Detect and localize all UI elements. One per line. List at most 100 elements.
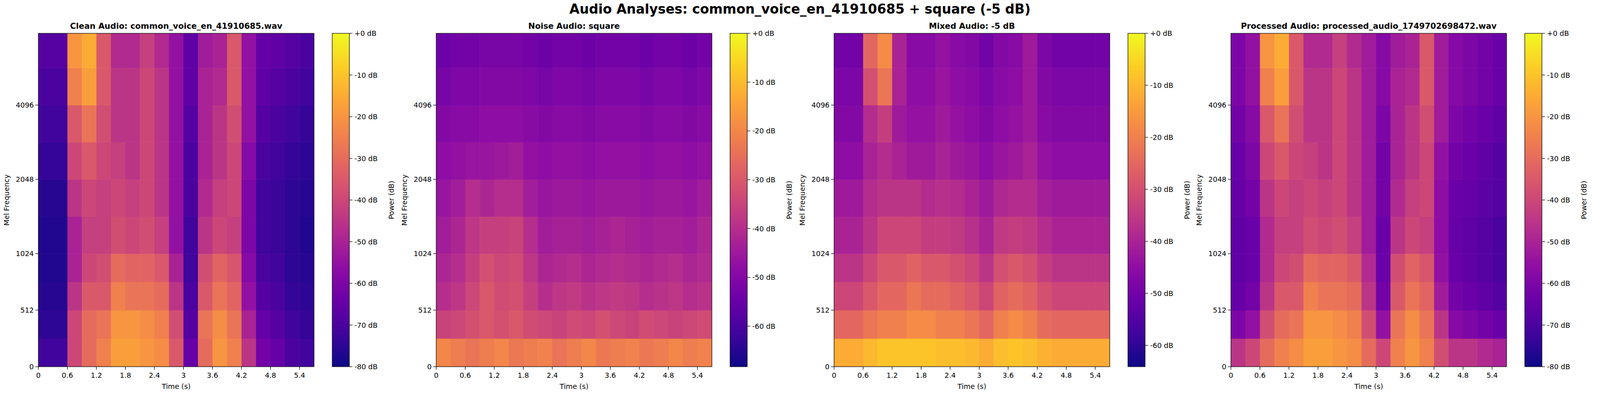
cell [125, 253, 140, 282]
y-tick-label: 0 [427, 362, 432, 371]
cell [639, 67, 654, 106]
cell [1288, 310, 1304, 339]
cell [1477, 105, 1493, 143]
cell [625, 33, 640, 69]
cell [1477, 253, 1493, 282]
cell [197, 141, 213, 180]
cell [552, 253, 567, 282]
cell [1361, 281, 1377, 311]
cell [1448, 281, 1464, 311]
x-tick-label: 3 [1373, 371, 1379, 380]
colorbar-tick [1145, 136, 1149, 138]
cell [494, 216, 509, 254]
cells [834, 33, 1110, 367]
y-tick-label: 0 [1221, 362, 1227, 371]
x-tick [125, 366, 126, 370]
cell [697, 310, 712, 339]
cell [111, 216, 126, 254]
cell [154, 216, 170, 254]
cells [436, 33, 712, 367]
cell [450, 338, 466, 367]
colorbar-tick-label: -70 dB [354, 321, 378, 330]
cell [154, 253, 170, 282]
cell [877, 105, 893, 143]
x-tick-label: 3 [976, 371, 982, 380]
cell [1491, 216, 1507, 254]
cell [1288, 33, 1304, 69]
x-tick [1007, 366, 1009, 370]
cell [610, 281, 626, 311]
cell [862, 105, 878, 143]
cell [935, 105, 951, 143]
cell [169, 281, 184, 311]
cell [834, 141, 849, 180]
cell [1288, 105, 1304, 143]
cell [1274, 67, 1289, 106]
y-tick-label: 2048 [1208, 175, 1227, 184]
y-tick [1227, 366, 1231, 368]
cell [1037, 253, 1052, 282]
cell [862, 310, 878, 339]
cell [964, 141, 980, 180]
cell [111, 338, 126, 367]
x-tick [95, 366, 97, 370]
cell [1317, 253, 1333, 282]
cell [299, 179, 315, 217]
colorbar-tick-label: -30 dB [1150, 185, 1174, 194]
cell [508, 141, 524, 180]
cell [197, 179, 213, 217]
cell [1419, 281, 1435, 311]
cell [1051, 253, 1067, 282]
cell [877, 216, 893, 254]
cell [1347, 105, 1362, 143]
cell [139, 338, 155, 367]
colorbar-tick [349, 199, 353, 201]
cell [96, 216, 112, 254]
cell [1405, 338, 1420, 367]
cell [1419, 310, 1435, 339]
cell [906, 338, 922, 367]
x-tick-label: 1.2 [1283, 371, 1295, 380]
x-tick-label: 4.2 [235, 371, 247, 380]
cell [1245, 338, 1261, 367]
cell [920, 141, 936, 180]
cell [595, 67, 611, 106]
colorbar-tick [1541, 366, 1545, 368]
cell [892, 338, 907, 367]
cell [1433, 281, 1449, 311]
cell [96, 310, 112, 339]
x-tick [1317, 366, 1319, 370]
cell [241, 281, 256, 311]
x-tick [1433, 366, 1435, 370]
cell [111, 33, 126, 69]
cell [38, 338, 54, 367]
cell [595, 310, 611, 339]
x-tick [949, 366, 951, 370]
colorbar-tick [747, 33, 751, 34]
cell [1332, 281, 1348, 311]
colorbar-label: Power (dB) [785, 180, 794, 220]
cell [697, 141, 712, 180]
cell [183, 33, 198, 69]
cell [436, 281, 451, 311]
colorbar [1127, 33, 1146, 367]
cell [183, 105, 198, 143]
colorbar-tick-label: -10 dB [1150, 81, 1174, 90]
cell [1347, 33, 1362, 69]
cell [920, 253, 936, 282]
cell [1230, 179, 1246, 217]
cell [479, 253, 495, 282]
x-tick-label: 5.4 [1486, 371, 1498, 380]
cell [241, 141, 256, 180]
cell [169, 33, 184, 69]
cell [494, 310, 509, 339]
cell [877, 253, 893, 282]
cell [964, 310, 980, 339]
cell [67, 216, 82, 254]
colorbar-tick-label: +0 dB [1150, 29, 1173, 38]
cell [67, 253, 82, 282]
plot-frame [1230, 33, 1507, 367]
cell [950, 253, 965, 282]
x-tick-label: 4.8 [1060, 371, 1072, 380]
cell [270, 281, 286, 311]
